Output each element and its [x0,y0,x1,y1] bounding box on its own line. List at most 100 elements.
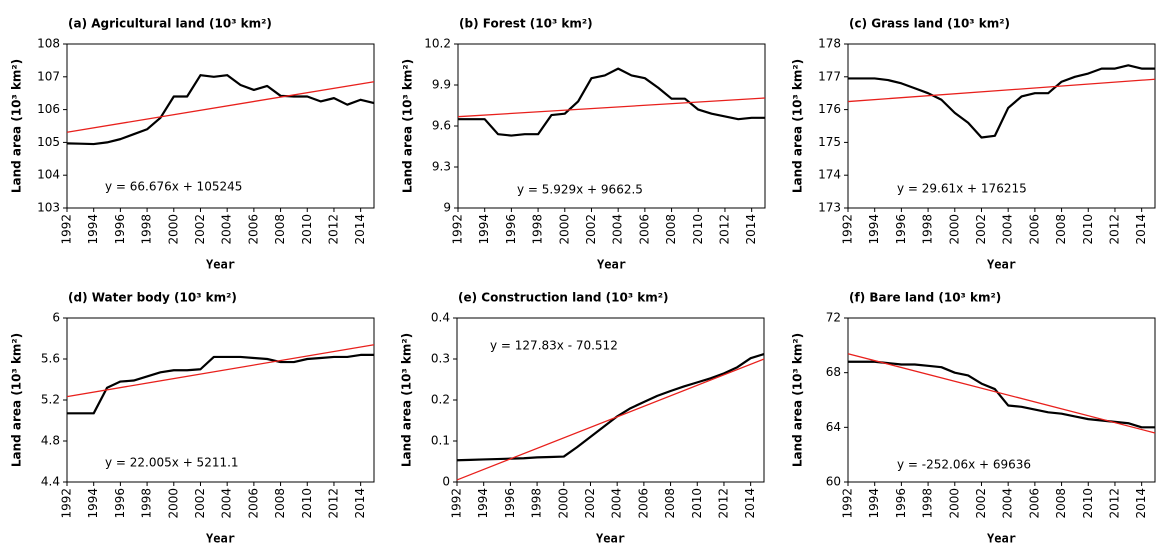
x-tick-label: 2000 [557,214,571,245]
x-tick-label: 1998 [140,488,154,519]
data-line [848,360,1155,429]
x-tick-label: 1992 [451,214,465,245]
x-tick-label: 2002 [583,488,597,519]
y-axis-label: Land area (10³ km²) [400,333,414,467]
x-tick-label: 2002 [193,214,207,245]
y-tick-label: 5.6 [41,352,60,366]
x-axis-label: Year [987,532,1016,546]
x-tick-label: 1998 [140,214,154,245]
y-tick-label: 6 [52,311,60,325]
y-tick-label: 4.8 [41,434,60,448]
x-tick-label: 1994 [86,488,100,519]
y-tick-label: 106 [37,102,60,116]
x-tick-label: 2012 [1107,488,1121,519]
y-tick-label: 0 [442,475,450,489]
x-tick-label: 1996 [504,214,518,245]
x-tick-label: 2010 [300,488,314,519]
chart-title: (d) Water body (10³ km²) [68,291,237,305]
x-tick-label: 2010 [1081,488,1095,519]
x-tick-label: 1994 [476,488,490,519]
x-tick-label: 2010 [690,488,704,519]
x-tick-label: 2004 [220,214,234,245]
x-tick-label: 1996 [894,488,908,519]
x-axis-label: Year [206,258,235,272]
x-tick-label: 2008 [664,214,678,245]
x-tick-label: 2008 [273,214,287,245]
y-tick-label: 178 [818,37,841,51]
chart-title: (f) Bare land (10³ km²) [849,291,1001,305]
y-tick-label: 103 [37,201,60,215]
x-tick-label: 1992 [841,488,855,519]
x-tick-label: 2002 [193,488,207,519]
y-tick-label: 72 [826,311,841,325]
annotation: y = 127.83x - 70.512 [490,339,618,353]
x-tick-label: 2002 [974,214,988,245]
x-tick-label: 1992 [841,214,855,245]
x-tick-label: 2000 [166,488,180,519]
trend-line [66,344,375,398]
y-axis-label: Land area (10³ km²) [10,333,24,467]
x-tick-label: 1996 [113,214,127,245]
y-tick-label: 104 [37,168,60,182]
x-tick-label: 2004 [610,488,624,519]
trend-line [457,97,766,118]
trend-line [847,78,1156,103]
x-tick-label: 1996 [503,488,517,519]
x-tick-label: 2012 [326,488,340,519]
y-axis-label: Land area (10³ km²) [10,59,24,193]
x-tick-label: 2000 [947,488,961,519]
y-tick-label: 108 [37,37,60,51]
x-tick-label: 2014 [744,214,758,245]
trend-line [456,358,765,481]
y-tick-label: 173 [818,201,841,215]
annotation: y = 29.61x + 176215 [897,182,1027,196]
x-tick-label: 1994 [867,214,881,245]
y-tick-label: 5.2 [41,393,60,407]
chart-title: (e) Construction land (10³ km²) [458,291,669,305]
x-tick-label: 2002 [584,214,598,245]
subplot: 103 104 105 106 107 108 1992 1994 1996 1998 2000 20… [10,17,375,272]
x-tick-label: 2006 [1027,488,1041,519]
plot-frame [66,43,375,209]
x-axis-label: Year [206,532,235,546]
x-axis-label: Year [987,258,1016,272]
x-tick-label: 1994 [86,214,100,245]
chart-title: (b) Forest (10³ km²) [459,17,593,31]
x-tick-label: 2004 [220,488,234,519]
x-tick-label: 2006 [246,488,260,519]
x-tick-label: 2012 [716,488,730,519]
subplot: 4.4 4.8 5.2 5.6 6 1992 1994 1996 1998 2000 2002 200… [10,291,375,546]
data-line [458,67,765,137]
y-tick-label: 174 [818,168,841,182]
plot-frame [847,43,1156,209]
chart-title: (c) Grass land (10³ km²) [849,17,1010,31]
x-tick-label: 1996 [113,488,127,519]
x-tick-label: 1994 [477,214,491,245]
subplot: 0 0.1 0.2 0.3 0.4 1992 1994 1996 1998 2000 2002 200… [400,291,765,546]
annotation: y = 66.676x + 105245 [105,180,242,194]
x-tick-label: 2006 [637,214,651,245]
x-tick-label: 2006 [636,488,650,519]
y-tick-label: 0.4 [431,311,450,325]
x-tick-label: 2014 [353,488,367,519]
y-tick-label: 9 [443,201,451,215]
x-tick-label: 2004 [1001,488,1015,519]
x-tick-label: 2000 [556,488,570,519]
x-tick-label: 2012 [717,214,731,245]
y-tick-label: 177 [818,69,841,83]
subplot: 173 174 175 176 177 178 1992 1994 1996 1998 2000 20… [791,17,1156,272]
y-tick-label: 60 [826,475,841,489]
y-axis-label: Land area (10³ km²) [791,333,805,467]
y-tick-label: 9.9 [432,78,451,92]
x-tick-label: 1992 [60,488,74,519]
plot-frame [847,317,1156,483]
x-tick-label: 1992 [60,214,74,245]
x-tick-label: 2008 [273,488,287,519]
x-tick-label: 2004 [611,214,625,245]
annotation: y = -252.06x + 69636 [897,458,1031,472]
x-tick-label: 2012 [1107,214,1121,245]
x-tick-label: 1998 [921,488,935,519]
chart-title: (a) Agricultural land (10³ km²) [68,17,272,31]
y-tick-label: 0.2 [431,393,450,407]
